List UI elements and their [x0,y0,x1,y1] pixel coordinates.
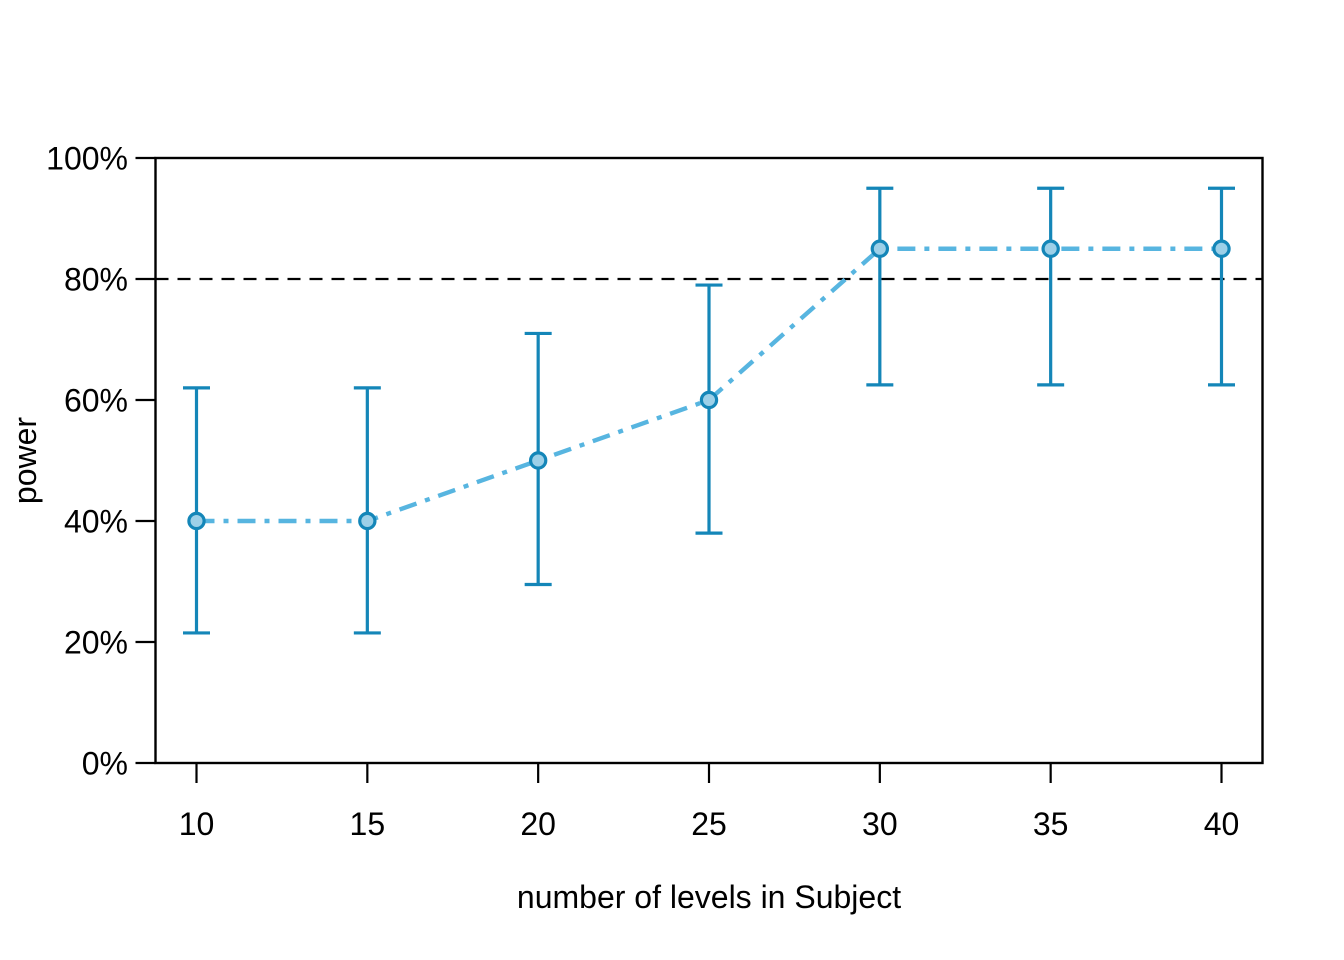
y-axis-title: power [7,417,43,505]
x-tick-label: 10 [179,806,215,842]
plot-layer: 0% 20% 40% 60% 80% 100% 10 15 20 25 30 35 40 [46,141,1264,842]
x-tick-label: 25 [691,806,727,842]
y-tick-label: 100% [46,141,128,177]
data-point-marker [187,511,206,531]
data-point-marker [358,511,377,531]
y-tick-label: 20% [64,625,128,661]
data-point-marker [870,239,890,258]
x-axis-title: number of levels in Subject [517,879,901,915]
x-tick-label: 30 [862,806,898,842]
data-point-marker [528,451,548,470]
y-tick-label: 40% [64,504,128,540]
y-tick-label: 60% [64,383,128,419]
x-tick-label: 40 [1204,806,1240,842]
data-point-marker [1041,239,1060,258]
x-tick-label: 15 [350,806,386,842]
data-point-marker [1212,239,1231,258]
x-tick-label: 20 [520,806,556,842]
data-point-marker [699,390,719,410]
y-tick-label: 80% [64,262,128,298]
x-tick-label: 35 [1033,806,1069,842]
y-tick-label: 0% [82,746,128,782]
